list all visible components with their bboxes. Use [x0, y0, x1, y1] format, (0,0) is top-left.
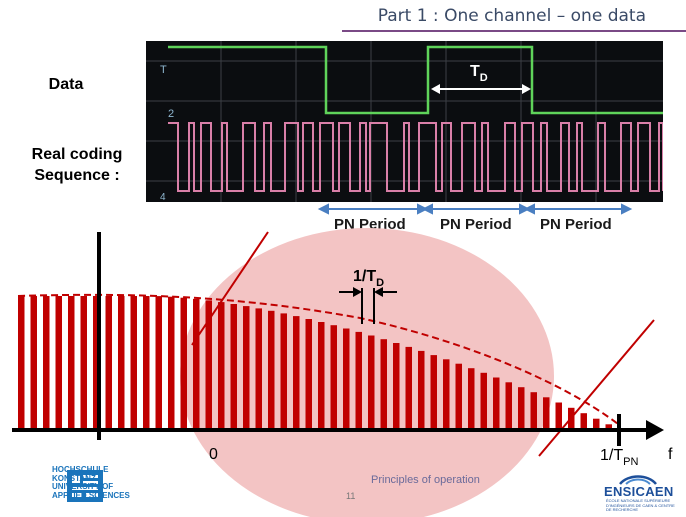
- spectral-line: [118, 296, 125, 430]
- td-arrow: [431, 84, 531, 94]
- spectral-line: [418, 350, 425, 430]
- spectral-line: [80, 296, 87, 430]
- ensicaen-subtitle: ÉCOLE NATIONALE SUPÉRIEURE D'INGÉNIEURS …: [606, 498, 675, 512]
- spectral-line: [343, 328, 350, 430]
- channel4-marker: 4: [160, 192, 166, 202]
- spectral-line: [455, 363, 462, 430]
- spectral-line: [180, 297, 187, 430]
- hk-line-1: HOCHSCHULE: [52, 465, 109, 474]
- oscilloscope-capture: T 2 4 TD: [146, 41, 663, 202]
- spectral-line: [280, 313, 287, 430]
- hk-line-2: KONSTANZ: [52, 473, 96, 483]
- spectral-line: [580, 413, 587, 430]
- data-trace: [168, 45, 663, 115]
- hochschule-logo-text: HOCHSCHULE KONSTANZ UNIVERSITY OF APPLIE…: [52, 465, 130, 500]
- spectral-line: [318, 322, 325, 430]
- end-label: 1/TPN: [600, 447, 638, 468]
- spectral-line: [518, 387, 525, 430]
- spectral-line: [505, 382, 512, 430]
- hk-line-3: UNIVERSITY OF: [52, 482, 114, 491]
- spectral-line: [443, 359, 450, 430]
- slide-title: Part 1 : One channel – one data: [377, 6, 646, 26]
- spectral-line: [230, 304, 237, 430]
- code-trace-path: [168, 122, 663, 192]
- spectral-line: [255, 308, 262, 430]
- spectral-line: [493, 377, 500, 430]
- footer-text: Principles of operation: [371, 474, 480, 486]
- spectral-line: [355, 331, 362, 430]
- spectrum-bars: [18, 296, 612, 430]
- spectrum-ellipse: [180, 228, 554, 517]
- axis-label-f: f: [668, 446, 673, 463]
- spectral-line: [330, 325, 337, 430]
- spectral-line: [143, 296, 150, 430]
- title-underline: [342, 30, 686, 32]
- spectral-line: [468, 368, 475, 430]
- spectral-line: [130, 296, 137, 430]
- spectral-line: [530, 392, 537, 430]
- spectral-line: [93, 296, 100, 430]
- spectral-line: [205, 300, 212, 430]
- coding-label-line1: Real coding: [31, 146, 123, 163]
- hochschule-logo-icon: [67, 470, 103, 502]
- page-number: 11: [346, 491, 356, 501]
- spacing-label: 1/TD: [353, 268, 384, 289]
- spectral-line: [68, 296, 75, 430]
- spectral-line: [268, 310, 275, 430]
- spectral-line: [543, 397, 550, 430]
- zoom-guide-right: [538, 319, 655, 457]
- spacing-arrows: [339, 287, 397, 324]
- td-label: TD: [470, 63, 488, 84]
- ensicaen-logo-text: ENSICAEN: [604, 484, 674, 499]
- pn-period-label-3: PN Period: [540, 216, 612, 233]
- code-trace: [168, 122, 663, 192]
- spectral-line: [18, 296, 25, 430]
- spectral-line: [55, 296, 62, 430]
- spectral-line: [105, 296, 112, 430]
- spectral-line: [480, 372, 487, 430]
- coding-sequence-label: Real coding Sequence :: [14, 144, 140, 186]
- coding-label-line2: Sequence :: [34, 167, 120, 184]
- spectral-line: [605, 424, 612, 430]
- pn-period-label-2: PN Period: [440, 216, 512, 233]
- channel2-marker: 2: [168, 108, 174, 120]
- spectral-line: [380, 339, 387, 430]
- hk-line-4: APPLIED SCIENCES: [52, 490, 130, 500]
- spectral-line: [368, 335, 375, 430]
- pn-period-arrows: [317, 203, 633, 215]
- spectral-line: [168, 296, 175, 430]
- spectral-line: [43, 296, 50, 430]
- spectral-line: [305, 319, 312, 430]
- spectral-line: [293, 316, 300, 430]
- spectral-line: [430, 355, 437, 430]
- spectral-line: [555, 402, 562, 430]
- zoom-guide-left: [191, 231, 269, 346]
- origin-label: 0: [209, 446, 218, 463]
- spectral-line: [405, 346, 412, 430]
- ensicaen-logo-icon: [619, 475, 657, 485]
- spectral-line: [593, 418, 600, 430]
- trigger-marker: T: [160, 64, 167, 76]
- spectral-line: [155, 296, 162, 430]
- spectral-line: [218, 302, 225, 430]
- sinc-envelope: [17, 293, 619, 425]
- spectral-line: [193, 298, 200, 430]
- axis-arrowhead: [646, 420, 664, 440]
- spectral-line: [243, 306, 250, 430]
- scope-svg: T 2 4 TD: [146, 41, 663, 202]
- spectral-line: [30, 296, 37, 430]
- data-label: Data: [48, 76, 84, 93]
- spectral-line: [393, 343, 400, 430]
